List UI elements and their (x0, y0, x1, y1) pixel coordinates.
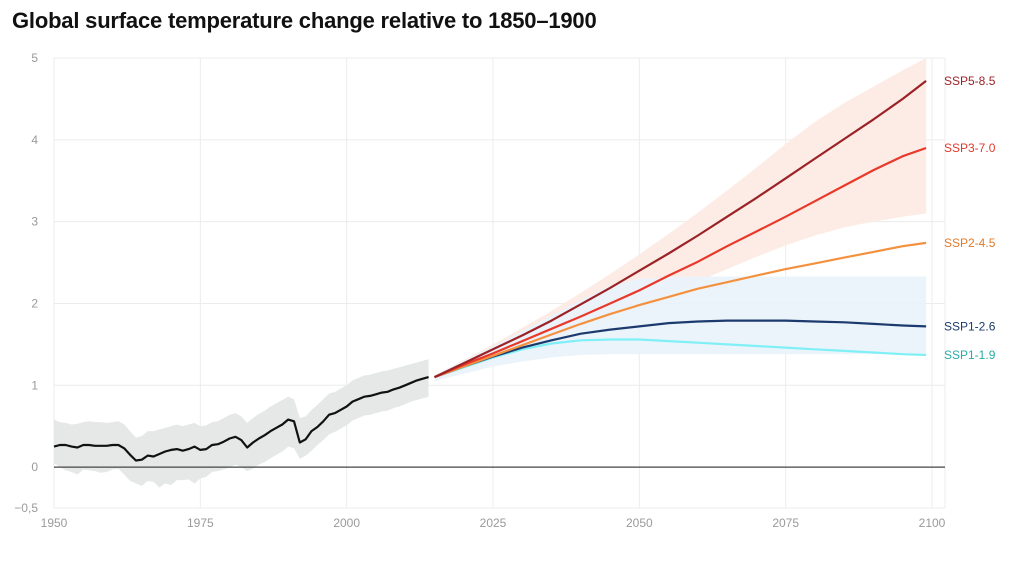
series-line-ssp2-4.5 (434, 241, 927, 379)
axis-ticks: −0,5 0 1 2 3 4 5 1950 1975 2000 2025 2050 2075 2100 (14, 51, 945, 530)
historical-band (54, 359, 429, 488)
series-label-ssp3-7.0: SSP3-7.0 (944, 141, 996, 155)
y-tick-label: −0,5 (14, 501, 38, 515)
series-label-ssp5-8.5: SSP5-8.5 (944, 74, 996, 88)
uncertainty-bands (54, 58, 927, 488)
series-labels: SSP5-8.5 SSP3-7.0 SSP2-4.5 SSP1-2.6 SSP1-1.9 (944, 74, 996, 362)
x-tick-label: 2050 (626, 516, 653, 530)
historical-line (53, 376, 429, 462)
y-tick-label: 0 (31, 460, 38, 474)
y-tick-label: 4 (31, 133, 38, 147)
chart-title: Global surface temperature change relati… (12, 8, 597, 33)
x-tick-label: 1950 (41, 516, 68, 530)
series-label-ssp2-4.5: SSP2-4.5 (944, 236, 996, 250)
series-lines (53, 80, 927, 462)
x-tick-label: 2100 (919, 516, 946, 530)
series-line-ssp1-1.9 (434, 338, 927, 379)
x-tick-label: 1975 (187, 516, 214, 530)
series-line-ssp5-8.5 (434, 80, 927, 379)
x-tick-label: 2025 (480, 516, 507, 530)
series-label-ssp1-2.6: SSP1-2.6 (944, 319, 996, 333)
y-tick-label: 2 (31, 296, 38, 310)
series-label-ssp1-1.9: SSP1-1.9 (944, 348, 996, 362)
y-tick-label: 5 (31, 51, 38, 65)
projection-band-1 (434, 276, 927, 382)
series-line-ssp3-7.0 (434, 146, 927, 379)
projection-band-0 (434, 58, 927, 382)
x-tick-label: 2075 (772, 516, 799, 530)
y-tick-label: 1 (31, 378, 38, 392)
series-line-ssp1-2.6 (434, 319, 927, 379)
x-tick-label: 2000 (333, 516, 360, 530)
y-tick-label: 3 (31, 215, 38, 229)
